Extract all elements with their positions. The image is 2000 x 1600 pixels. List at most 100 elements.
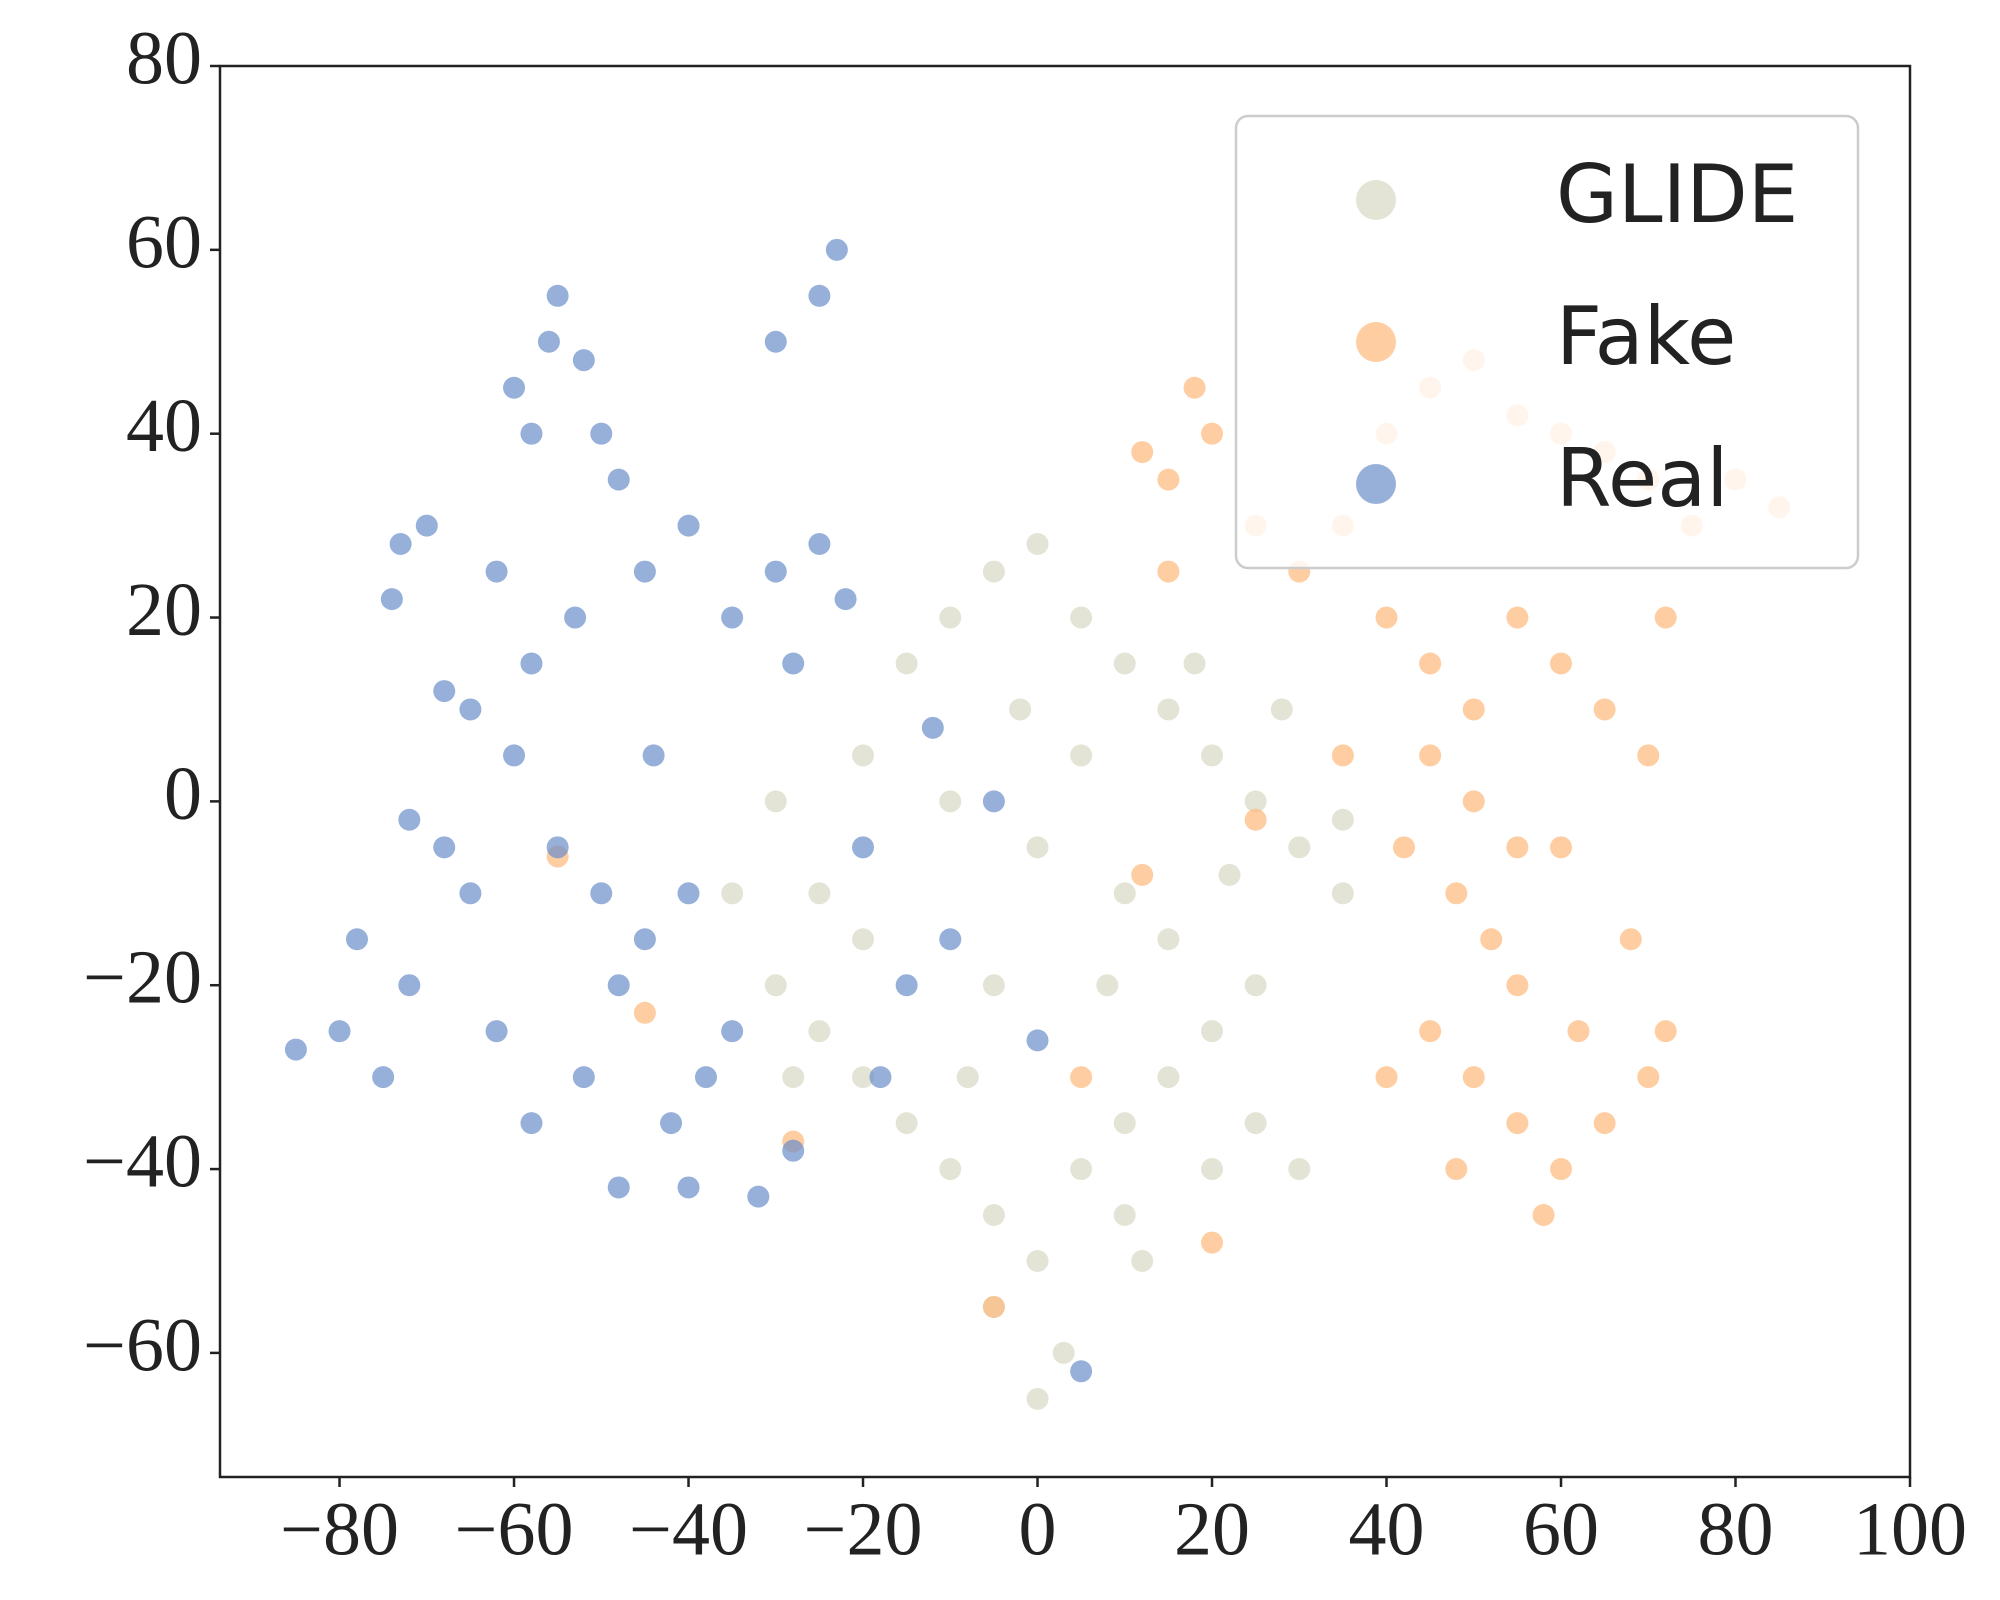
point [895,1112,918,1135]
legend-marker [1356,464,1396,504]
legend-label: Real [1556,432,1728,525]
point [433,836,456,859]
point [677,882,700,905]
point [721,1020,744,1043]
point [1070,1360,1093,1383]
point [372,1066,395,1089]
x-tick-label: 60 [1523,1487,1599,1571]
point [1244,974,1267,997]
point [1131,863,1154,886]
point [572,1066,595,1089]
point [1131,441,1154,464]
point [1096,974,1119,997]
point [808,532,831,555]
point [1244,1112,1267,1135]
y-tick-label: −40 [83,1119,202,1203]
point [1113,652,1136,675]
point [921,716,944,739]
point [1480,928,1503,951]
point [633,1001,656,1024]
x-tick-label: −60 [455,1487,574,1571]
point [1419,744,1442,767]
point [1288,1158,1311,1181]
point [1654,606,1677,629]
x-tick-label: 80 [1698,1487,1774,1571]
point [982,1295,1005,1318]
point [721,606,744,629]
point [1157,468,1180,491]
point [1026,1387,1049,1410]
point [345,928,368,951]
point [1419,652,1442,675]
point [398,808,421,831]
point [895,652,918,675]
point [1331,882,1354,905]
point [1550,1158,1573,1181]
point [433,680,456,703]
point [633,560,656,583]
y-tick-label: 40 [126,384,202,468]
y-tick-label: 0 [164,752,202,836]
point [1157,698,1180,721]
point [1070,1066,1093,1089]
point [459,698,482,721]
point [1244,808,1267,831]
point [1654,1020,1677,1043]
point [1201,744,1224,767]
point [1550,836,1573,859]
point [1183,652,1206,675]
point [721,882,744,905]
point [1532,1204,1555,1227]
point [1375,606,1398,629]
x-tick-label: −40 [629,1487,748,1571]
point [852,928,875,951]
point [459,882,482,905]
point [694,1066,717,1089]
point [564,606,587,629]
point [1009,698,1032,721]
x-tick-label: 40 [1349,1487,1425,1571]
point [1331,808,1354,831]
point [1550,652,1573,675]
point [1026,1029,1049,1052]
point [1218,863,1241,886]
point [1070,1158,1093,1181]
point [1157,928,1180,951]
point [1183,376,1206,399]
point [1392,836,1415,859]
point [1506,836,1529,859]
point [660,1112,683,1135]
point [607,468,630,491]
point [1506,974,1529,997]
point [1375,1066,1398,1089]
point [1462,790,1485,813]
point [808,284,831,307]
y-tick-label: 20 [126,568,202,652]
point [1288,836,1311,859]
x-tick-label: 100 [1853,1487,1967,1571]
point [1070,744,1093,767]
point [328,1020,351,1043]
point [1113,1112,1136,1135]
y-tick-label: 60 [126,200,202,284]
series [721,532,1354,1410]
point [590,882,613,905]
point [982,560,1005,583]
point [1506,1112,1529,1135]
y-tick-label: −60 [83,1303,202,1387]
y-tick-label: 80 [126,16,202,100]
point [520,422,543,445]
point [485,560,508,583]
point [1567,1020,1590,1043]
x-tick-label: −80 [280,1487,399,1571]
point [764,330,787,353]
point [1445,1158,1468,1181]
point [1445,882,1468,905]
point [939,606,962,629]
point [572,349,595,372]
point [546,836,569,859]
point [1131,1249,1154,1272]
point [1201,1231,1224,1254]
point [782,1139,805,1162]
